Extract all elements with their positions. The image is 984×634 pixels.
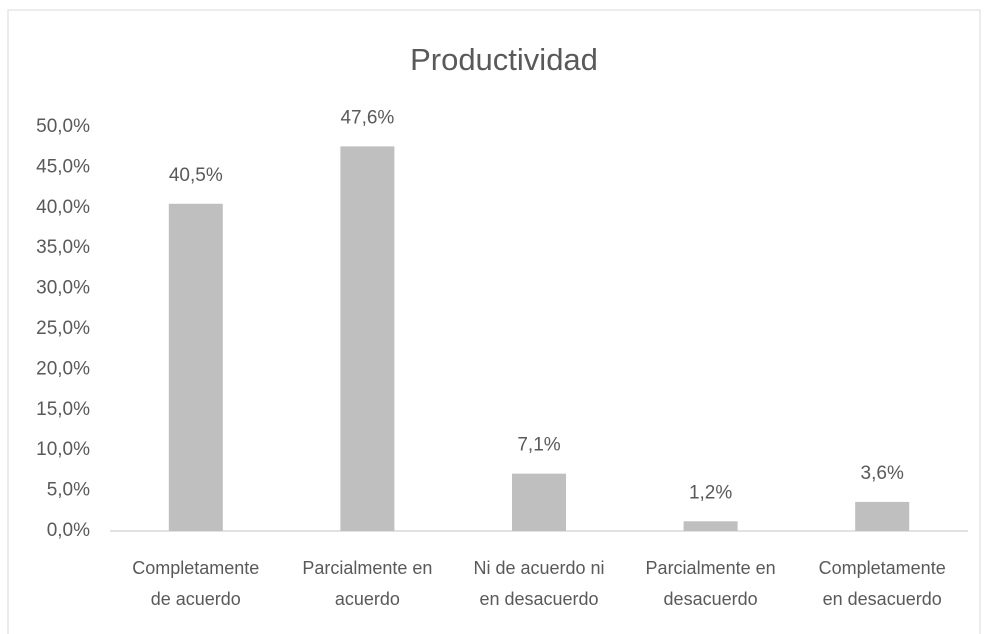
x-tick-label: Ni de acuerdo ni en desacuerdo [473, 558, 605, 609]
bar [168, 203, 223, 531]
y-tick-label: 25,0% [36, 318, 90, 339]
bar [855, 501, 910, 531]
chart-title: Productividad [410, 42, 598, 77]
data-label: 47,6% [340, 107, 394, 128]
y-tick-label: 20,0% [36, 358, 90, 379]
bar [340, 146, 395, 531]
x-tick-label: Completamente de acuerdo [132, 558, 260, 609]
x-tick-label: Parcialmente en desacuerdo [645, 558, 776, 609]
x-tick-label: Parcialmente en acuerdo [302, 558, 433, 609]
data-label: 3,6% [861, 463, 904, 484]
data-label: 7,1% [517, 435, 560, 456]
y-tick-label: 10,0% [36, 439, 90, 460]
bar [683, 521, 738, 531]
chart-border [7, 9, 981, 634]
x-tick-label: Completamente en desacuerdo [818, 558, 946, 609]
data-label: 40,5% [169, 165, 223, 186]
y-tick-label: 50,0% [36, 116, 90, 137]
data-label: 1,2% [689, 482, 732, 503]
y-tick-label: 15,0% [36, 399, 90, 420]
y-tick-label: 35,0% [36, 237, 90, 258]
y-tick-label: 45,0% [36, 156, 90, 177]
y-tick-label: 40,0% [36, 197, 90, 218]
bar [512, 473, 566, 531]
y-tick-label: 5,0% [47, 480, 90, 501]
y-tick-label: 0,0% [47, 520, 90, 541]
y-tick-label: 30,0% [36, 278, 90, 299]
